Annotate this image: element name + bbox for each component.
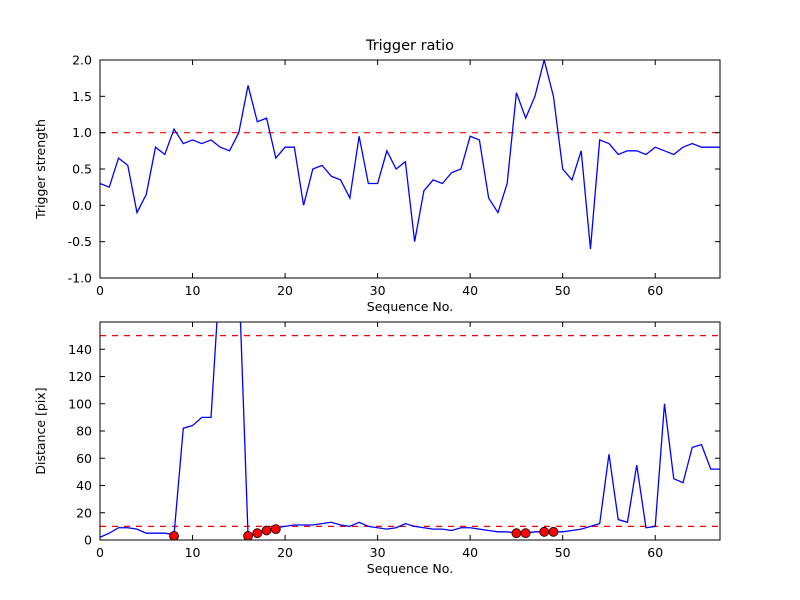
x-tick-label: 50 — [555, 545, 571, 560]
y-tick-label: -1.0 — [68, 271, 92, 286]
x-tick-label: 30 — [370, 545, 386, 560]
y-tick-label: 140 — [68, 342, 92, 357]
x-axis-label: Sequence No. — [367, 561, 453, 576]
scatter-point — [539, 526, 550, 537]
y-tick-label: -0.5 — [68, 234, 92, 249]
x-tick-label: 60 — [647, 545, 663, 560]
y-tick-label: 1.0 — [72, 125, 92, 140]
scatter-point — [520, 528, 531, 539]
scatter-point — [511, 528, 522, 539]
y-tick-label: 120 — [68, 369, 92, 384]
scatter-point — [243, 531, 253, 540]
x-axis-label: Sequence No. — [367, 299, 453, 314]
x-tick-label: 50 — [555, 283, 571, 298]
axes-frame — [99, 321, 721, 541]
x-tick-label: 40 — [462, 283, 478, 298]
data-line — [100, 322, 720, 538]
axes-frame — [99, 59, 721, 279]
scatter-point — [548, 526, 559, 537]
y-tick-label: 20 — [76, 505, 92, 520]
subplot-1: 0 10 20 30 40 50 60 0 20 40 60 80 100 120 140 Sequence … — [33, 321, 721, 576]
y-axis-label: Trigger strength — [33, 119, 48, 220]
x-tick-label: 0 — [96, 545, 104, 560]
x-tick-label: 0 — [96, 283, 104, 298]
x-tick-label: 20 — [277, 283, 293, 298]
y-tick-label: 60 — [76, 451, 92, 466]
x-tick-label: 10 — [185, 283, 201, 298]
subplot-0: 0 10 20 30 40 50 60 -1.0 -0.5 0.0 0.5 1.0 1.5 2.0 Trig… — [33, 38, 721, 314]
y-tick-label: 2.0 — [72, 53, 92, 68]
y-tick-label: 80 — [76, 424, 92, 439]
y-tick-label: 1.5 — [72, 89, 92, 104]
y-tick-label: 100 — [68, 396, 92, 411]
scatter-point — [261, 525, 272, 536]
x-tick-label: 10 — [185, 545, 201, 560]
chart-title: Trigger ratio — [365, 38, 454, 54]
y-tick-label: 40 — [76, 478, 92, 493]
y-tick-label: 0 — [84, 533, 92, 548]
scatter-point — [252, 528, 263, 539]
scatter-point — [169, 531, 179, 540]
y-axis-label: Distance [pix] — [33, 387, 48, 474]
y-tick-label: 0.5 — [72, 162, 92, 177]
data-line — [100, 60, 720, 249]
x-tick-label: 40 — [462, 545, 478, 560]
scatter-point — [270, 524, 281, 534]
y-tick-label: 0.0 — [72, 198, 92, 213]
x-tick-label: 30 — [370, 283, 386, 298]
x-tick-label: 60 — [647, 283, 663, 298]
x-tick-label: 20 — [277, 545, 293, 560]
